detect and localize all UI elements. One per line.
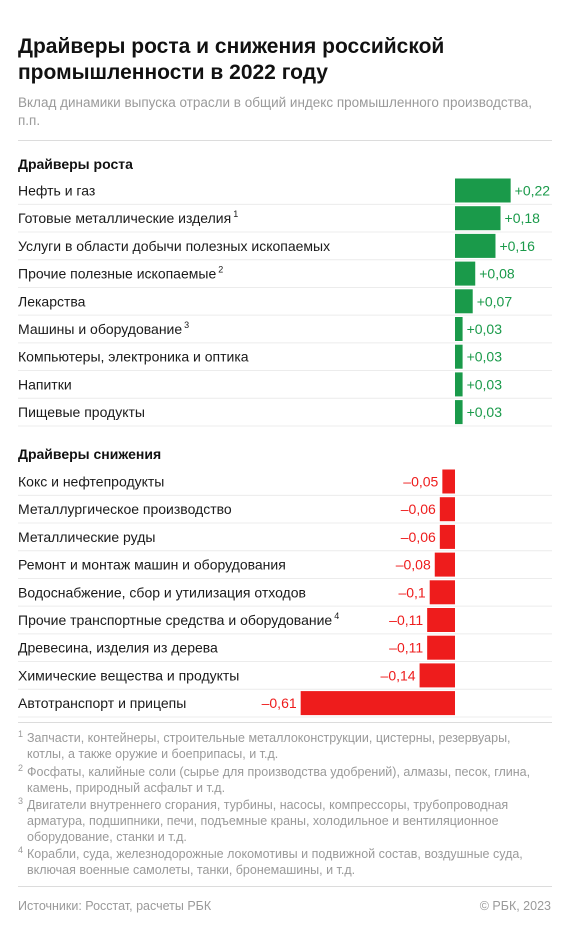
decline-bar [442,469,455,494]
chart-subtitle: Вклад динамики выпуска отрасли в общий и… [18,95,533,128]
decline-bar [429,580,455,605]
value-label: +0,03 [467,349,503,365]
growth-bar [455,206,501,231]
value-label: +0,18 [505,210,541,226]
value-label: +0,22 [515,183,551,199]
growth-bar [455,372,463,397]
decline-bar [439,497,455,522]
category-label: Металлургическое производство [18,501,232,517]
footnote-ref: 3 [184,320,189,330]
footnote-text: Фосфаты, калийные соли (сырье для произв… [27,765,531,795]
divider-footnotes [18,722,552,723]
category-label: Прочие транспортные средства и оборудова… [18,612,332,628]
category-label: Компьютеры, электроника и оптика [18,349,249,365]
divider-top [18,140,552,141]
footnote-3: 3 Двигатели внутреннего сгорания, турбин… [18,796,548,845]
value-label: –0,08 [396,557,431,573]
decline-bar [300,691,455,716]
divider-bottom [18,886,552,887]
decline-bar [434,552,455,577]
category-label: Ремонт и монтаж машин и оборудования [18,557,286,573]
value-label: –0,05 [403,474,438,490]
growth-bar [455,400,463,425]
value-label: –0,11 [389,612,423,628]
decline-bar [439,524,455,549]
footnote-4: 4 Корабли, суда, железнодорожные локомот… [18,845,548,878]
category-label: Услуги в области добычи полезных ископае… [18,238,330,254]
source-note: Источники: Росстат, расчеты РБК [18,899,212,913]
category-label: Машины и оборудование [18,321,182,337]
copyright: © РБК, 2023 [479,899,551,913]
footnote-number: 4 [18,845,24,855]
category-label: Пищевые продукты [18,404,145,420]
value-label: –0,06 [401,501,436,517]
category-label: Водоснабжение, сбор и утилизация отходов [18,584,306,600]
growth-bar [455,233,496,258]
footnote-number: 2 [18,763,24,773]
growth-bar [455,178,511,203]
category-label: Нефть и газ [18,183,95,199]
value-label: –0,14 [381,667,416,683]
growth-bar [455,261,476,286]
value-label: +0,07 [477,293,513,309]
footnote-text: Двигатели внутреннего сгорания, турбины,… [27,798,509,844]
category-label: Напитки [18,376,72,392]
growth-bar [455,317,463,341]
category-label: Прочие полезные ископаемые [18,266,216,282]
value-label: +0,03 [467,404,503,420]
footnote-1: 1 Запчасти, контейнеры, строительные мет… [18,729,548,762]
value-label: –0,61 [262,695,297,711]
growth-bar [455,344,463,369]
value-label: –0,1 [398,584,425,600]
category-label: Готовые металлические изделия [18,210,231,226]
value-label: +0,03 [467,376,503,392]
footnote-number: 1 [18,729,24,739]
decline-bar [427,608,455,632]
footnote-ref: 1 [233,209,238,219]
section-title-growth: Драйверы роста [18,156,133,172]
category-label: Автотранспорт и прицепы [18,695,186,711]
footnote-text: Корабли, суда, железнодорожные локомотив… [27,847,523,877]
decline-bar [427,635,455,660]
footnote-ref: 4 [334,611,339,621]
footnote-number: 3 [18,796,24,806]
decline-bar [419,663,455,688]
category-label: Химические вещества и продукты [18,667,239,683]
category-label: Кокс и нефтепродукты [18,474,164,490]
value-label: +0,03 [467,321,503,337]
value-label: –0,11 [389,640,423,656]
chart-title: Драйверы роста и снижения российской про… [18,35,445,84]
category-label: Лекарства [18,293,86,309]
value-label: +0,16 [499,238,535,254]
footnote-text: Запчасти, контейнеры, строительные метал… [27,731,511,761]
value-label: –0,06 [401,529,436,545]
footnote-2: 2 Фосфаты, калийные соли (сырье для прои… [18,763,548,796]
footnote-ref: 2 [218,265,223,275]
category-label: Металлические руды [18,529,155,545]
category-label: Древесина, изделия из дерева [18,640,218,656]
growth-bar [455,289,473,314]
section-title-decline: Драйверы снижения [18,446,162,462]
value-label: +0,08 [479,266,515,282]
